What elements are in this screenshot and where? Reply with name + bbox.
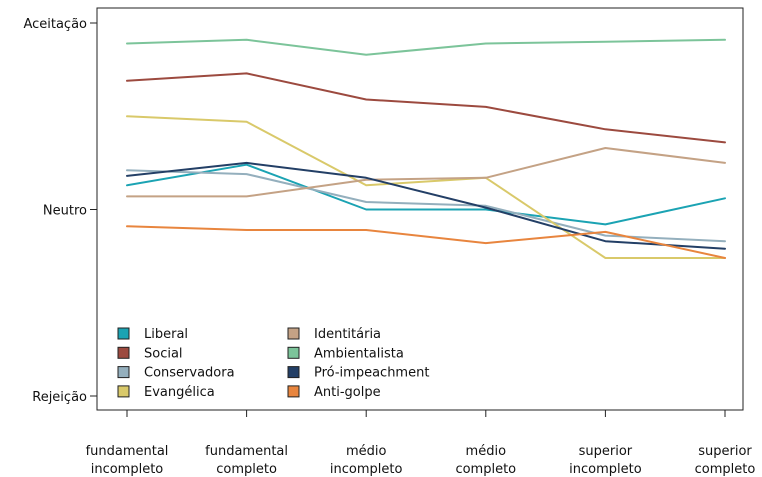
- legend-swatch: [287, 346, 300, 359]
- legend: Liberal Social Conservadora Evangélica Ident…: [117, 327, 429, 400]
- legend-label: Evangélica: [144, 385, 215, 400]
- legend-swatch: [117, 327, 130, 340]
- legend-label: Identitária: [314, 327, 381, 342]
- legend-swatch: [117, 385, 130, 398]
- legend-swatch: [117, 346, 130, 359]
- series-line-Ambientalista: [126, 38, 726, 56]
- y-tick-label: Aceitação: [23, 17, 87, 32]
- legend-label: Social: [144, 346, 183, 361]
- y-tick-label: Neutro: [43, 204, 87, 219]
- legend-swatch: [117, 366, 130, 379]
- x-tick-label: fundamental completo: [205, 444, 288, 477]
- x-tick-label: superior completo: [695, 444, 756, 477]
- legend-label: Conservadora: [144, 366, 235, 381]
- plot-area: Rejeição Neutro Aceitação fundamental incomp…: [23, 7, 756, 477]
- x-tick-label: médio completo: [455, 444, 516, 477]
- legend-label: Liberal: [144, 327, 188, 342]
- legend-swatch: [287, 327, 300, 340]
- legend-swatch: [287, 385, 300, 398]
- x-tick-label: médio incompleto: [330, 444, 403, 477]
- series-line-Identitária: [126, 147, 726, 198]
- y-tick-label: Rejeição: [32, 390, 87, 405]
- series-line-Evangélica: [126, 115, 726, 259]
- legend-swatch: [287, 366, 300, 379]
- x-tick-label: fundamental incompleto: [86, 444, 169, 477]
- series-line-Pró-impeachment: [126, 161, 726, 250]
- legend-label: Ambientalista: [314, 346, 404, 361]
- series-line-Social: [126, 72, 726, 144]
- x-tick-label: superior incompleto: [569, 444, 642, 477]
- series-line-Anti-golpe: [126, 225, 726, 259]
- series-line-Liberal: [126, 163, 726, 226]
- legend-label: Pró-impeachment: [314, 366, 429, 381]
- legend-label: Anti-golpe: [314, 385, 381, 400]
